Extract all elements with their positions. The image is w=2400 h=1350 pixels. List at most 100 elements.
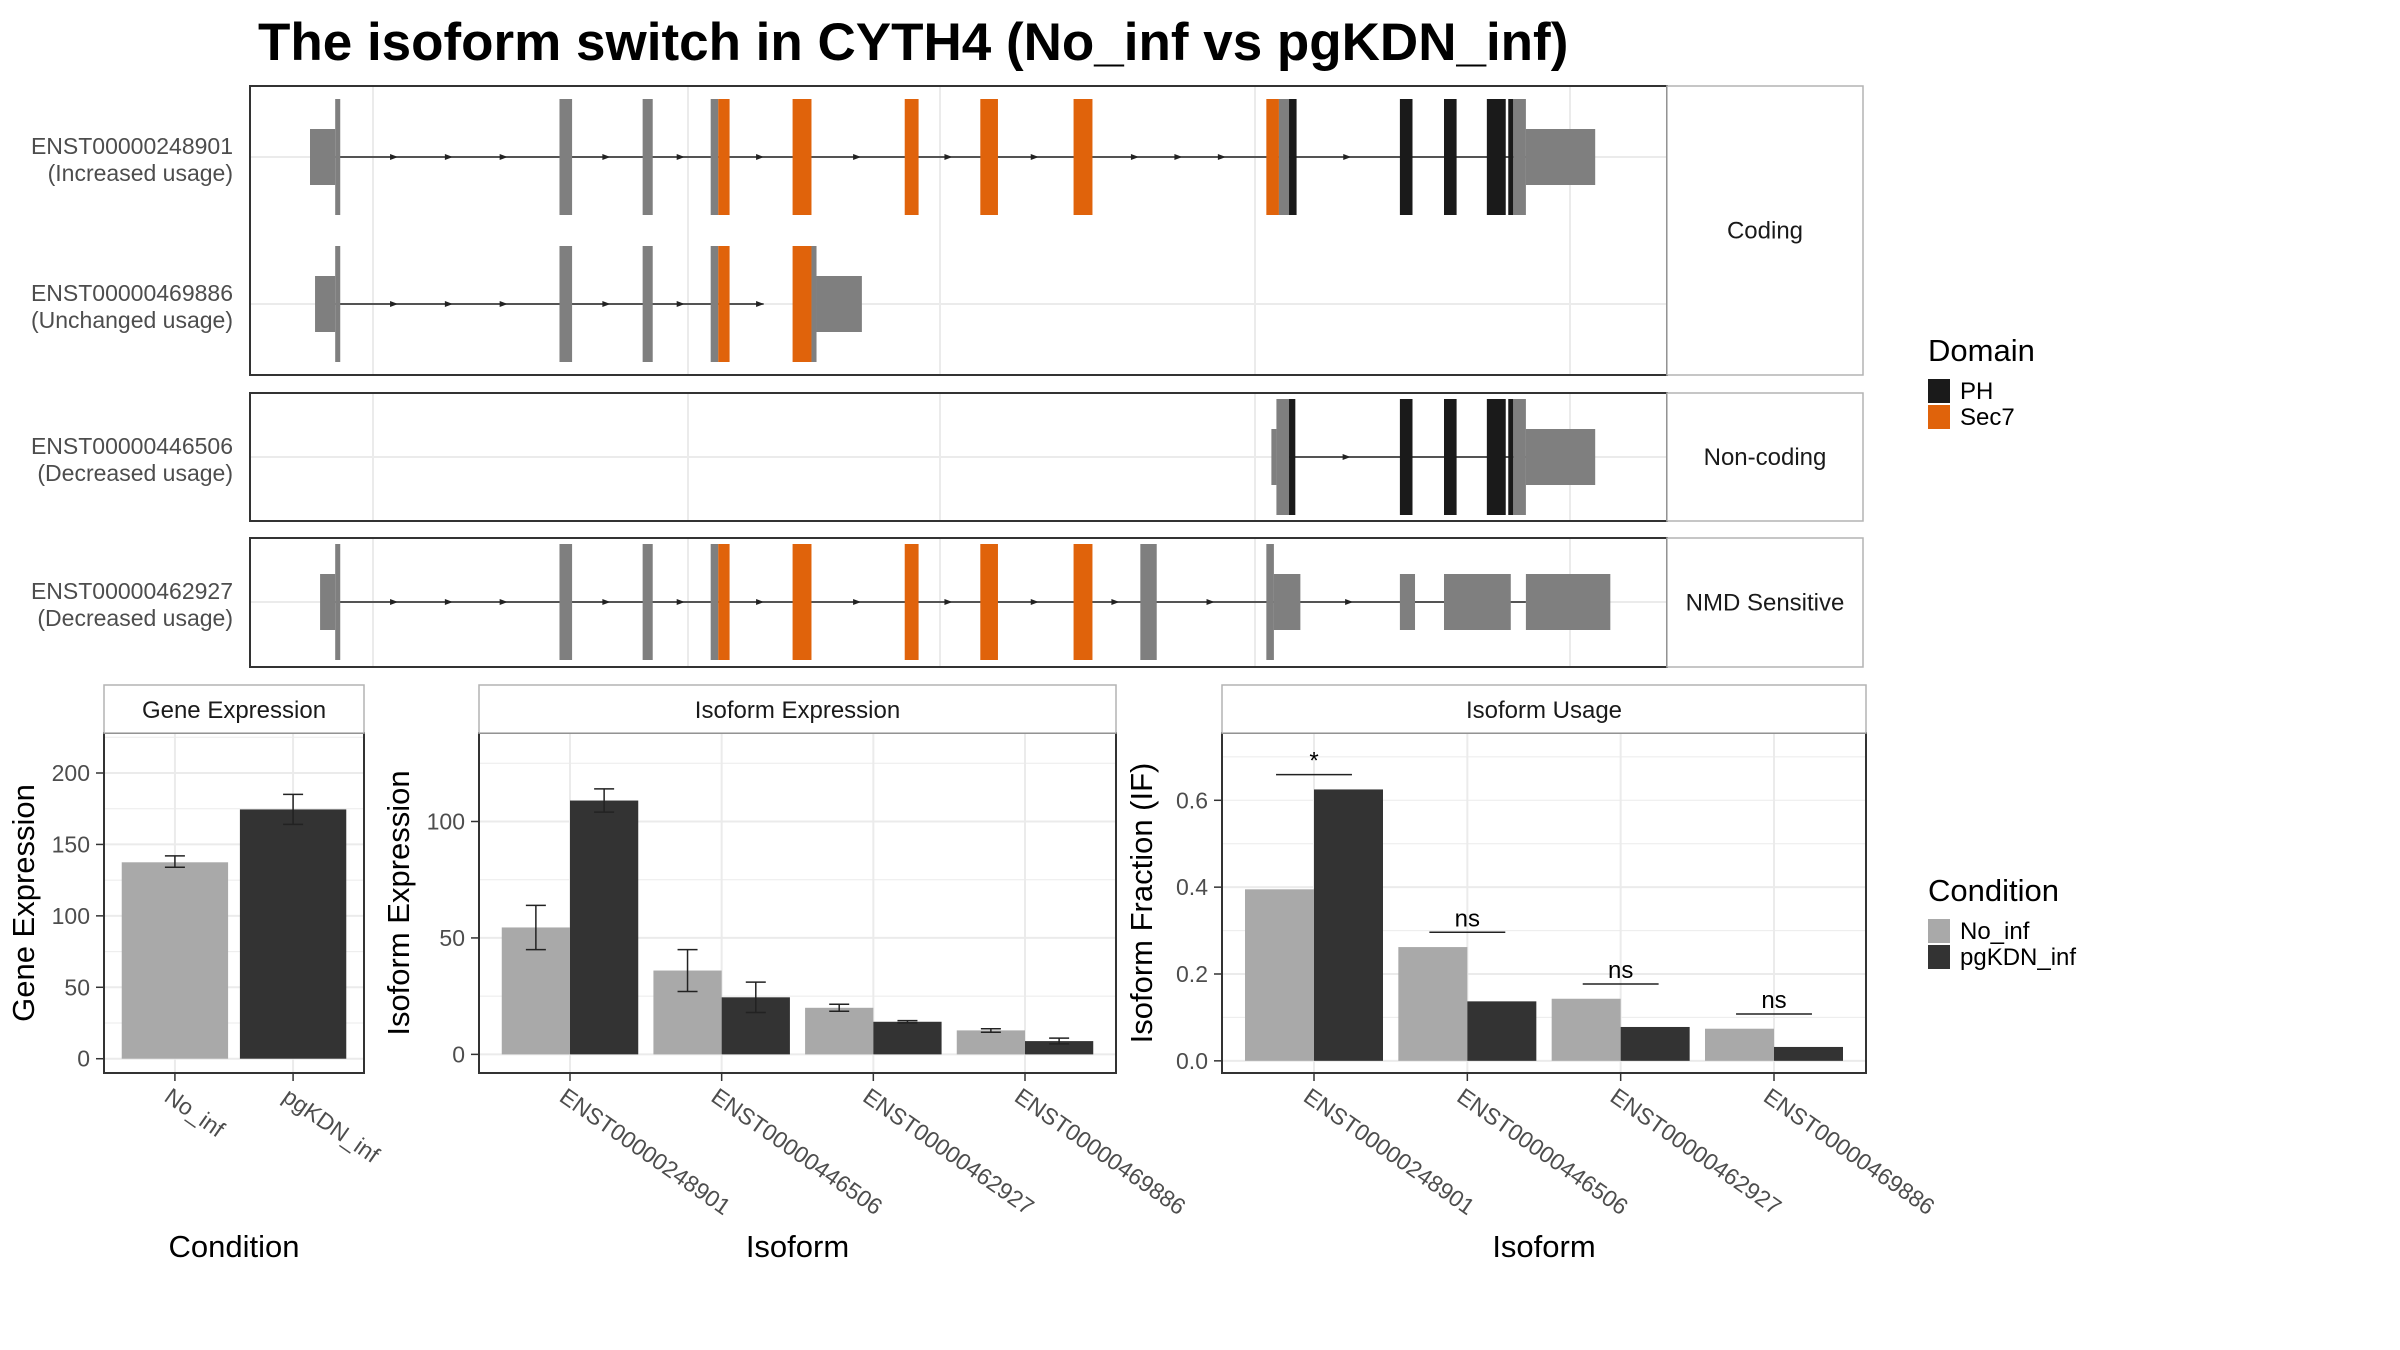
direction-arrow [444,154,453,160]
legend-swatch [1928,919,1950,943]
legend-swatch [1928,945,1950,969]
y-tick-label: 0 [77,1046,90,1072]
sec7-domain-exon [792,544,812,660]
y-tick-label: 150 [52,831,90,857]
bar [1398,947,1468,1061]
legend-title: Condition [1928,873,2059,908]
facet-strip-label: Coding [1727,218,1803,245]
ph-domain-exon [1486,399,1506,515]
transcript-ENST00000446506 [1271,399,1596,515]
bar [239,809,347,1059]
coding-exon [1278,99,1290,215]
coding-exon [1266,544,1274,660]
direction-arrow [1130,154,1139,160]
direction-arrow [1030,154,1039,160]
y-tick-label: 200 [52,760,90,786]
legend-swatch [1928,379,1950,403]
y-tick-label: 0.0 [1176,1048,1208,1074]
legend-label: PH [1960,378,1993,405]
direction-arrow [1206,599,1215,605]
facet-strip [103,684,365,734]
bar [1551,998,1621,1061]
coding-exon [1276,399,1290,515]
direction-arrow [1217,154,1226,160]
direction-arrow [944,154,953,160]
x-axis-title: Isoform [1492,1229,1595,1264]
transcript-ENST00000248901 [310,99,1596,215]
transcript-id-label: ENST00000462927 [31,578,233,604]
facet-strip [1666,392,1864,522]
y-tick-label: 100 [427,808,465,834]
coding-exon [1513,399,1526,515]
direction-arrow [1345,599,1354,605]
coding-exon [642,99,653,215]
direction-arrow [602,599,611,605]
transcript-id-label: ENST00000248901 [31,133,233,159]
panel-title: Isoform Usage [1466,697,1622,724]
bar [1025,1041,1094,1055]
significance-label: ns [1761,987,1786,1014]
direction-arrow [756,154,765,160]
legend-label: Sec7 [1960,404,2015,431]
bar [1620,1026,1690,1061]
transcript-usage-label: (Decreased usage) [37,460,233,486]
direction-arrow [390,154,399,160]
y-axis-title: Isoform Expression [381,770,416,1035]
utr-exon [315,276,336,332]
y-tick-label: 0.6 [1176,787,1208,813]
coding-exon [335,544,341,660]
transcript-usage-label: (Increased usage) [48,160,233,186]
direction-arrow [1342,454,1351,460]
y-tick-label: 0.2 [1176,961,1208,987]
bar [805,1007,874,1055]
sec7-domain-exon [718,246,730,362]
direction-arrow [1174,154,1183,160]
bar [956,1030,1025,1055]
facet-strip [1666,85,1864,376]
utr-exon [1271,429,1277,485]
x-tick-label: pgKDN_inf [278,1083,385,1168]
ph-domain-exon [1444,399,1457,515]
y-tick-label: 0 [452,1041,465,1067]
direction-arrow [1111,599,1120,605]
coding-exon [559,544,573,660]
direction-arrow [756,301,765,307]
utr-exon [1399,574,1416,630]
chart-isoform-usage: * ns ns ns Isoform Usage 0.0 0.2 0.4 0.6 ENST0000… [1124,684,1940,1264]
utr-exon [1444,574,1511,630]
transcript-ENST00000462927 [320,544,1611,660]
significance-label: * [1309,748,1318,775]
bar [1245,889,1314,1061]
sec7-domain-exon [980,544,998,660]
direction-arrow [602,154,611,160]
coding-exon [642,544,653,660]
facet-strip-label: Non-coding [1704,444,1827,471]
direction-arrow [676,301,685,307]
y-tick-label: 50 [439,925,465,951]
direction-arrow [444,301,453,307]
transcript-ENST00000469886 [315,246,862,362]
chart-title: The isoform switch in CYTH4 (No_inf vs p… [258,13,1569,72]
coding-exon [710,99,719,215]
ph-domain-exon [1399,99,1413,215]
y-axis-title: Isoform Fraction (IF) [1124,763,1159,1044]
direction-arrow [853,154,862,160]
ph-domain-exon [1444,99,1457,215]
transcript-group-nmd-sensitive: ENST00000462927(Decreased usage) NMD Sens… [31,537,1864,668]
sec7-domain-exon [980,99,998,215]
panel-background [250,86,1667,375]
x-axis-title: Isoform [746,1229,849,1264]
utr-exon [310,129,336,185]
coding-exon [642,246,653,362]
bar [1314,789,1383,1061]
coding-exon [811,246,817,362]
ph-domain-exon [1289,399,1296,515]
bar [1467,1001,1537,1061]
panel-title: Isoform Expression [695,697,900,724]
legend-label: No_inf [1960,918,2030,945]
x-axis-title: Condition [169,1229,300,1264]
legend-title: Domain [1928,333,2035,368]
ph-domain-exon [1508,99,1514,215]
